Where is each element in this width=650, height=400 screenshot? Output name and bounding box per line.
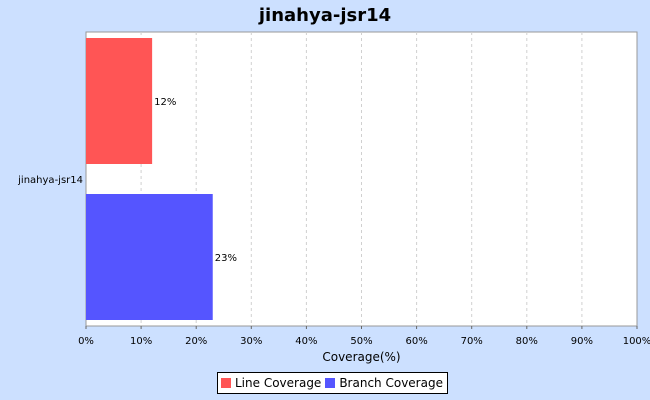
legend-swatch-line-coverage [221,378,231,388]
legend-label-branch-coverage: Branch Coverage [339,376,443,390]
x-tick-label: 50% [350,336,372,347]
data-label-branch-coverage: 23% [215,253,237,264]
x-tick-label: 90% [571,336,593,347]
x-tick-label: 60% [405,336,427,347]
x-tick-label: 100% [623,336,650,347]
legend-item-branch-coverage: Branch Coverage [325,376,443,390]
x-tick-label: 10% [130,336,152,347]
bar-line-coverage [86,38,153,164]
x-tick-label: 40% [295,336,317,347]
x-tick-label: 70% [461,336,483,347]
x-tick-label: 80% [516,336,538,347]
chart-legend: Line Coverage Branch Coverage [217,372,448,394]
x-axis-title: Coverage(%) [322,350,400,364]
chart-title: jinahya-jsr14 [258,5,392,26]
x-tick-label: 30% [240,336,262,347]
legend-swatch-branch-coverage [325,378,336,388]
legend-label-line-coverage: Line Coverage [235,376,322,390]
data-label-line-coverage: 12% [154,97,176,108]
bar-branch-coverage [86,194,213,320]
category-label: jinahya-jsr14 [17,175,83,186]
x-tick-label: 0% [78,336,94,347]
x-tick-label: 20% [185,336,207,347]
legend-item-line-coverage: Line Coverage [221,376,321,390]
